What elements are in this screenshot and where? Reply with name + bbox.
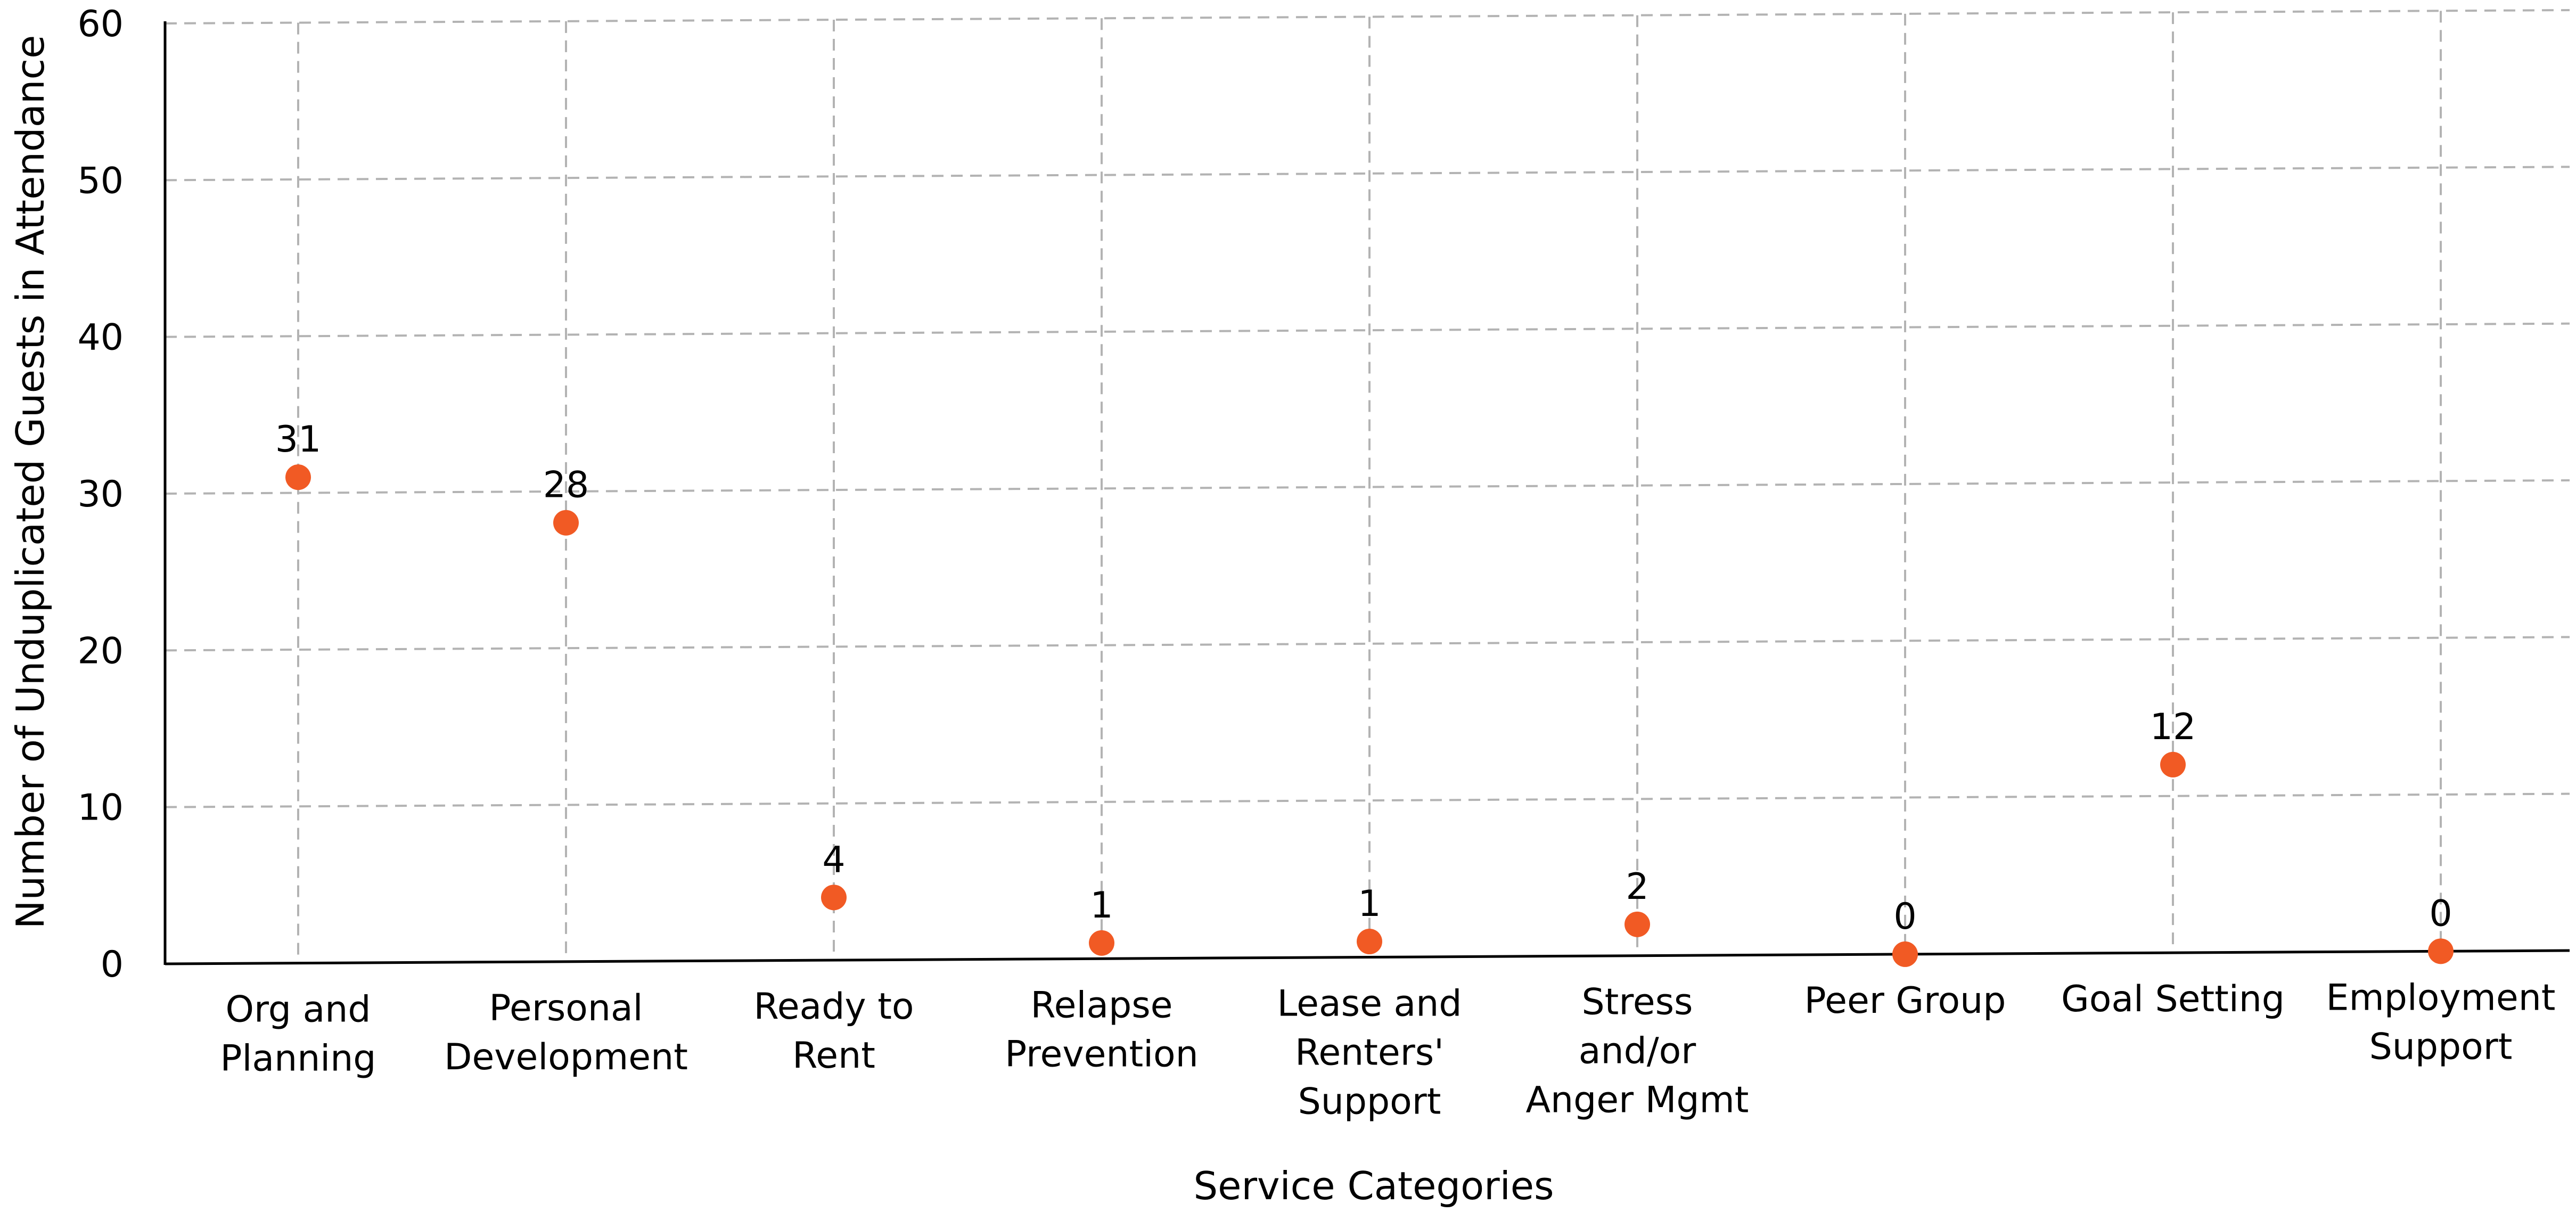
x-category-label-line: Stress [1582,981,1693,1023]
x-category-label: Lease and Renters' Support [1277,982,1462,1123]
x-category-label: Employment Support [2326,977,2556,1068]
x-category-label-line: and/or [1579,1030,1696,1072]
x-category-label: Stress and/or Anger Mgmt [1526,981,1749,1121]
y-tick-label: 60 [77,3,124,45]
h-gridline [165,166,2570,182]
x-category-label-line: Support [2369,1026,2513,1068]
x-category-label: Goal Setting [2061,978,2285,1020]
x-category-label-line: Org and [226,989,371,1031]
x-category-label-line: Peer Group [1804,980,2006,1022]
grid-lines [165,9,2570,963]
data-point [1892,941,1918,967]
data-label: 12 [2150,706,2196,748]
x-category-label-line: Support [1298,1080,1441,1123]
data-point [2428,938,2454,964]
x-category-label-line: Relapse [1030,984,1172,1026]
data-label: 0 [1893,896,1916,938]
x-category-label: Personal Development [444,987,688,1078]
data-point [1089,930,1114,956]
x-category-label-line: Prevention [1005,1033,1199,1075]
data-label: 0 [2429,892,2452,935]
y-tick-label: 40 [77,317,124,359]
data-point [1357,929,1382,955]
data-point [821,885,847,911]
y-axis-title: Number of Unduplicated Guests in Attenda… [8,35,53,929]
data-point [285,464,311,490]
x-axis-line [165,949,2570,965]
x-category-label-line: Employment [2326,977,2556,1019]
x-category-label: Org and Planning [220,989,376,1080]
x-category-label-line: Renters' [1295,1031,1444,1074]
h-gridline [165,9,2570,24]
x-category-label-line: Goal Setting [2061,978,2285,1020]
y-tick-label: 20 [77,630,124,672]
h-gridline [165,636,2570,652]
x-category-label-line: Lease and [1277,982,1462,1025]
axes [163,21,2570,965]
y-tick-label: 0 [101,944,124,986]
x-category-label-line: Personal [489,987,643,1029]
data-point [2160,751,2186,777]
x-category-label-line: Planning [220,1038,376,1080]
y-tick-label: 30 [77,473,124,515]
x-category-label-line: Anger Mgmt [1526,1079,1749,1121]
h-gridline [165,322,2570,338]
x-category-label-line: Ready to [754,986,914,1028]
data-label: 2 [1626,866,1648,908]
x-category-labels: Org and Planning Personal Development Ready … [220,977,2556,1123]
y-tick-labels: 0 10 20 30 40 50 60 [77,3,124,986]
y-tick-label: 10 [77,787,124,829]
x-category-label-line: Development [444,1036,688,1078]
x-axis-title: Service Categories [1193,1164,1554,1208]
data-point [553,510,579,536]
data-label: 31 [275,419,322,461]
data-label: 1 [1358,883,1381,925]
x-category-label: Peer Group [1804,980,2006,1022]
x-category-label-line: Rent [792,1035,875,1077]
y-tick-label: 50 [77,160,124,202]
h-gridline [165,792,2570,808]
x-category-label: Relapse Prevention [1005,984,1199,1075]
data-label: 4 [822,839,845,881]
data-label: 1 [1090,885,1113,927]
data-label: 28 [543,464,589,506]
data-points [285,464,2454,967]
data-point [1625,911,1650,937]
x-category-label: Ready to Rent [754,986,914,1077]
h-gridline [165,479,2570,495]
